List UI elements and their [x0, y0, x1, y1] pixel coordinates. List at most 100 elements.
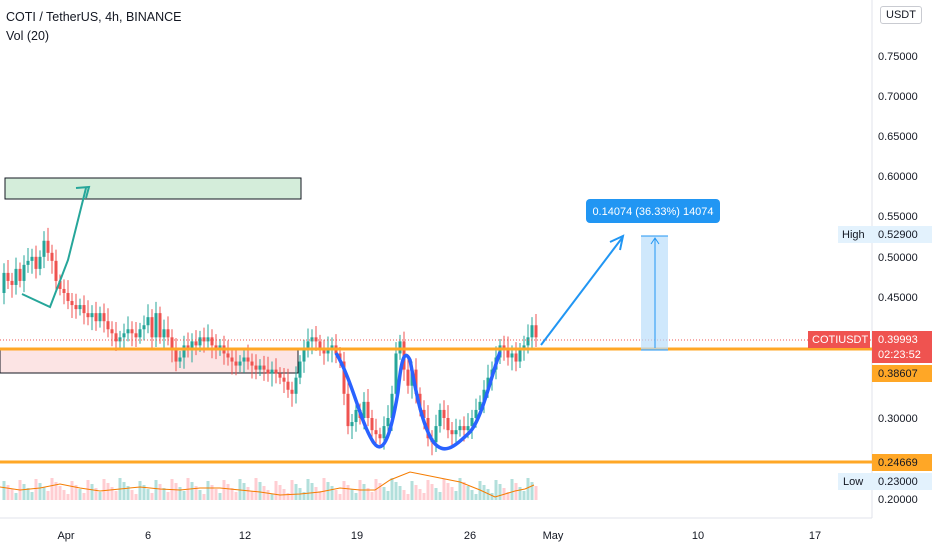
volume-bar [434, 488, 438, 500]
candle-body [122, 333, 126, 338]
volume-bar [46, 491, 50, 500]
low-value: 0.23000 [878, 476, 918, 488]
candle-body [262, 365, 266, 370]
volume-bar [38, 483, 42, 500]
volume-bar [22, 484, 26, 500]
low-label: Low [843, 476, 863, 488]
candle-body [446, 418, 450, 431]
candle-body [106, 321, 110, 330]
volume-bar [302, 492, 306, 500]
volume-bar [198, 490, 202, 500]
candle-body [10, 280, 14, 285]
time-tick: Apr [57, 530, 74, 542]
candle-body [266, 369, 270, 374]
volume-bar [446, 483, 450, 500]
volume-bar [222, 480, 226, 500]
candle-body [174, 349, 178, 362]
candle-body [22, 264, 26, 281]
candle-body [146, 317, 150, 326]
time-axis[interactable]: Apr 6 12 19 26 May 10 17 [57, 530, 821, 542]
candle-body [86, 313, 90, 318]
volume-bar [458, 478, 462, 500]
volume-indicator-label[interactable]: Vol (20) [6, 29, 50, 43]
candle-body [522, 345, 526, 350]
candle-body [438, 409, 442, 427]
candle-body [286, 381, 290, 390]
price-tick: 0.70000 [878, 91, 918, 103]
volume-bar [50, 478, 54, 500]
symbol-title[interactable]: COTI / TetherUS, 4h, BINANCE [6, 10, 182, 24]
volume-bar [6, 485, 10, 500]
high-value: 0.52900 [878, 229, 918, 241]
volume-bar [134, 494, 138, 500]
volume-bar [146, 489, 150, 500]
volume-bar [430, 484, 434, 500]
candle-body [242, 357, 246, 362]
candle-body [294, 377, 298, 394]
volume-bar [398, 486, 402, 500]
volume-bar [126, 486, 130, 500]
volume-bar [486, 489, 490, 500]
volume-bar [66, 494, 70, 500]
candle-body [138, 329, 142, 338]
volume-bar [142, 485, 146, 500]
measure-label-box[interactable] [586, 199, 720, 223]
green-arrow-path[interactable] [21, 187, 87, 309]
high-label: High [842, 229, 865, 241]
red-resistance-zone[interactable] [0, 349, 299, 374]
candle-body [190, 341, 194, 350]
volume-bar [278, 485, 282, 500]
price-tick: 0.55000 [878, 211, 918, 223]
time-tick: 17 [809, 530, 821, 542]
candle-body [394, 353, 398, 394]
target-arrow[interactable] [540, 237, 623, 346]
candle-body [258, 365, 262, 370]
volume-bar [474, 494, 478, 500]
volume-bar [174, 483, 178, 500]
candle-body [306, 341, 310, 350]
candle-body [170, 337, 174, 350]
candle-body [90, 313, 94, 318]
volume-bar [390, 478, 394, 500]
volume-bar [90, 484, 94, 500]
volume-bar [334, 490, 338, 500]
candle-body [382, 426, 386, 439]
candle-body [158, 313, 162, 338]
candle-body [514, 353, 518, 362]
candle-body [422, 409, 426, 418]
candle-body [74, 305, 78, 310]
candle-body [182, 345, 186, 358]
candle-body [70, 301, 74, 306]
volume-bar [182, 491, 186, 500]
candle-body [206, 337, 210, 342]
volume-bar [162, 488, 166, 500]
target-arrow-head [609, 234, 625, 251]
volume-bar [386, 491, 390, 500]
volume-bar [210, 485, 214, 500]
volume-bar [194, 486, 198, 500]
candle-body [50, 252, 54, 261]
volume-bar [462, 482, 466, 500]
green-target-zone[interactable] [4, 177, 302, 200]
currency-button[interactable]: USDT [880, 6, 922, 24]
price-tick: 0.50000 [878, 252, 918, 264]
price-axis[interactable]: 0.75000 0.70000 0.65000 0.60000 0.55000 … [878, 51, 918, 506]
candle-body [194, 341, 198, 346]
volume-bar [366, 488, 370, 500]
volume-bar [158, 484, 162, 500]
high-value-box [872, 226, 932, 243]
volume-bar [42, 487, 46, 500]
high-label-box [838, 226, 872, 243]
volume-bar [150, 493, 154, 500]
time-tick: 12 [239, 530, 251, 542]
candle-body [250, 361, 254, 366]
double-bottom-pattern[interactable] [334, 351, 502, 451]
candle-body [82, 305, 86, 314]
candle-body [18, 268, 22, 281]
candle-body [46, 240, 50, 253]
volume-bar [362, 484, 366, 500]
volume-bar [498, 484, 502, 500]
level-1-value: 0.38607 [878, 368, 918, 380]
price-tick: 0.65000 [878, 131, 918, 143]
